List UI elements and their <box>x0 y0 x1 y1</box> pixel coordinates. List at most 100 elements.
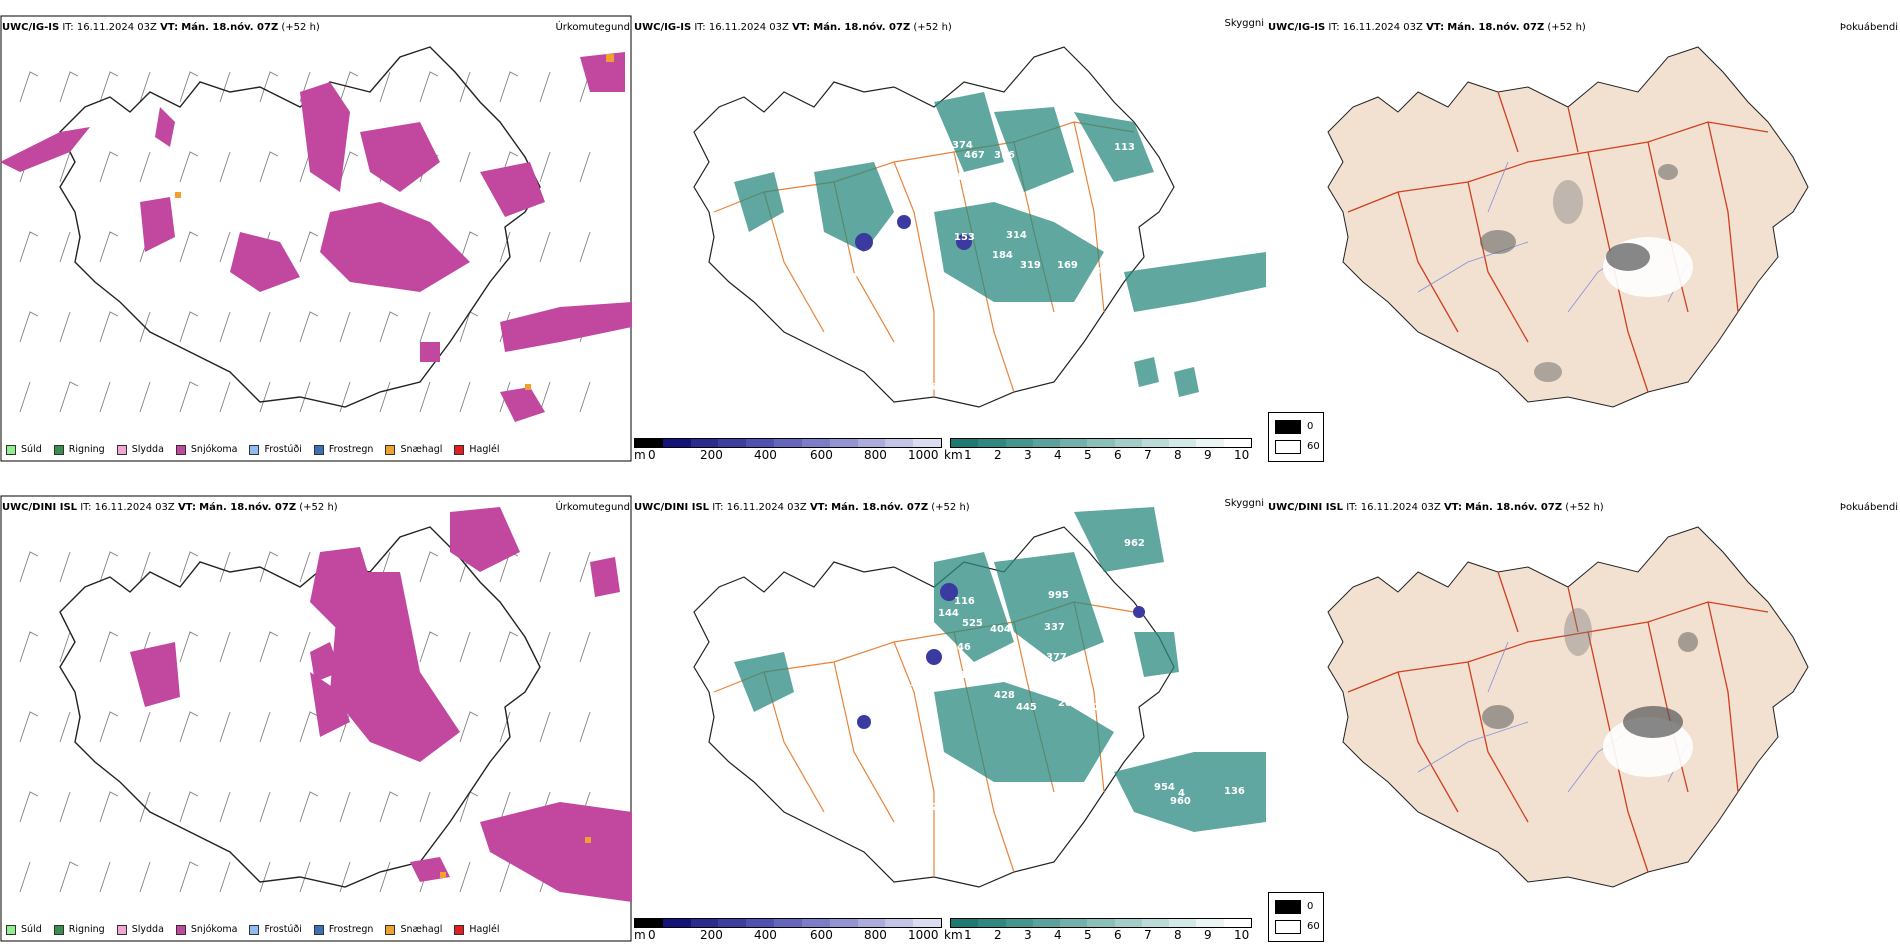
fog-panel-top: UWC/IG-IS IT: 16.11.2024 03Z VT: Mán. 18… <box>1268 12 1900 412</box>
legend-label: Frostúði <box>264 924 302 935</box>
colorbar-cell <box>1032 439 1061 447</box>
colorbar-cell <box>951 919 979 927</box>
low-visibility-areas <box>734 92 1266 397</box>
legend-item: Snæhagl <box>385 444 442 455</box>
vis-tick: 7 <box>1144 928 1152 942</box>
colorbar-cell <box>829 919 858 927</box>
init-time: 16.11.2024 03Z <box>726 502 807 513</box>
colorbar-cell <box>774 919 802 927</box>
panel-title: Þokuábendi <box>1839 22 1898 33</box>
lead-time: (+52 h) <box>281 22 320 33</box>
vis-tick: 7 <box>1144 448 1152 462</box>
vis-tick: 3 <box>1024 448 1032 462</box>
legend-item: Súld <box>6 444 42 455</box>
fog-map <box>1327 526 1809 888</box>
it-label: IT: <box>1346 502 1358 513</box>
model-name: UWC/DINI ISL <box>2 502 78 513</box>
valid-time: Mán. 18.nóv. 07Z <box>181 22 279 33</box>
init-time: 16.11.2024 03Z <box>1342 22 1423 33</box>
fog-swatch <box>1275 420 1301 434</box>
fog-legend-bottom: 0 60 <box>1268 892 1324 942</box>
legend-label: Frostúði <box>264 444 302 455</box>
iceland-coastline <box>59 46 541 408</box>
visibility-panel-bottom: UWC/DINI ISL IT: 16.11.2024 03Z VT: Mán.… <box>634 492 1266 942</box>
valid-time: Mán. 18.nóv. 07Z <box>831 502 929 513</box>
legend-label: Slydda <box>131 924 164 935</box>
it-label: IT: <box>80 502 92 513</box>
height-tick: 800 <box>864 928 887 942</box>
vis-tick: 4 <box>1054 928 1062 942</box>
colorbar-cell <box>857 439 886 447</box>
vis-tick: 9 <box>1204 928 1212 942</box>
visibility-labels: 962 116 995 144 525 404 337 146 377 754 … <box>896 538 1245 813</box>
legend-label: Snæhagl <box>400 444 443 455</box>
colorbar-cell <box>1169 919 1197 927</box>
vis-unit: km <box>944 928 963 942</box>
colorbar-cell <box>951 439 979 447</box>
vt-label: VT: <box>1426 22 1445 33</box>
vis-value: 136 <box>1224 786 1245 797</box>
vis-tick: 1 <box>964 928 972 942</box>
init-time: 16.11.2024 03Z <box>1360 502 1441 513</box>
precip-map <box>0 495 632 942</box>
valid-time: Mán. 18.nóv. 07Z <box>813 22 911 33</box>
vis-value: 12 <box>1064 330 1078 341</box>
legend-swatch <box>6 924 16 935</box>
colorbar-cell <box>885 439 914 447</box>
fog-panel-bottom: UWC/DINI ISL IT: 16.11.2024 03Z VT: Mán.… <box>1268 492 1900 892</box>
legend-swatch <box>385 444 396 455</box>
visibility-labels: 374 467 316 215 139 113 103 153 184 314 … <box>844 140 1175 393</box>
colorbar-cell <box>1141 919 1170 927</box>
model-name: UWC/DINI ISL <box>634 502 710 513</box>
vis-value: 116 <box>954 596 975 607</box>
colorbar-cell <box>1032 919 1061 927</box>
colorbar-cell <box>801 919 830 927</box>
fog-rivers <box>1417 161 1689 313</box>
colorbar-cell <box>978 439 1006 447</box>
colorbar-cell <box>1196 919 1224 927</box>
vis-value: 253 <box>1114 260 1135 271</box>
vis-value: 146 <box>950 642 971 653</box>
colorbar-cell <box>913 439 941 447</box>
snow-areas <box>0 52 632 422</box>
vis-value: 319 <box>1020 260 1041 271</box>
vis-tick: 4 <box>1054 448 1062 462</box>
precip-legend: Súld Rigning Slydda Snjókoma Frostúði Fr… <box>6 444 512 455</box>
vis-value: 4 <box>1178 788 1185 799</box>
iceland-land <box>1327 46 1809 408</box>
model-name: UWC/IG-IS <box>1268 22 1326 33</box>
panel-title: Þokuábendi <box>1839 502 1898 513</box>
colorbar-cell <box>1223 919 1251 927</box>
height-unit: m <box>634 928 646 942</box>
vis-unit: km <box>944 448 963 462</box>
fog-swatch <box>1275 900 1301 914</box>
legend-item: Haglél <box>454 924 500 935</box>
height-tick: 600 <box>810 448 833 462</box>
legend-swatch <box>6 444 16 455</box>
it-label: IT: <box>1328 22 1340 33</box>
model-name: UWC/IG-IS <box>2 22 60 33</box>
panel-title: Úrkomutegund <box>555 502 630 513</box>
legend-swatch <box>116 924 127 935</box>
panel-title: Úrkomutegund <box>555 22 630 33</box>
vis-value: 960 <box>1170 796 1191 807</box>
colorbar-cell <box>774 439 802 447</box>
fog-label: 60 <box>1307 441 1320 452</box>
vis-value: 337 <box>1044 622 1065 633</box>
legend-swatch <box>53 924 64 935</box>
lead-time: (+52 h) <box>931 502 970 513</box>
vis-tick: 10 <box>1234 448 1250 462</box>
height-tick: 600 <box>810 928 833 942</box>
vis-value: 374 <box>952 140 973 151</box>
legend-item: Súld <box>6 924 42 935</box>
colorbar-cell <box>1005 439 1033 447</box>
vis-value: 377 <box>1046 652 1067 663</box>
valid-time: Mán. 18.nóv. 07Z <box>1465 502 1563 513</box>
fog-map <box>1327 46 1809 408</box>
init-time: 16.11.2024 03Z <box>708 22 789 33</box>
height-colorbar <box>634 438 942 448</box>
height-tick: 200 <box>700 448 723 462</box>
colorbar-cell <box>1169 439 1197 447</box>
model-name: UWC/IG-IS <box>634 22 692 33</box>
vis-tick: 8 <box>1174 448 1182 462</box>
